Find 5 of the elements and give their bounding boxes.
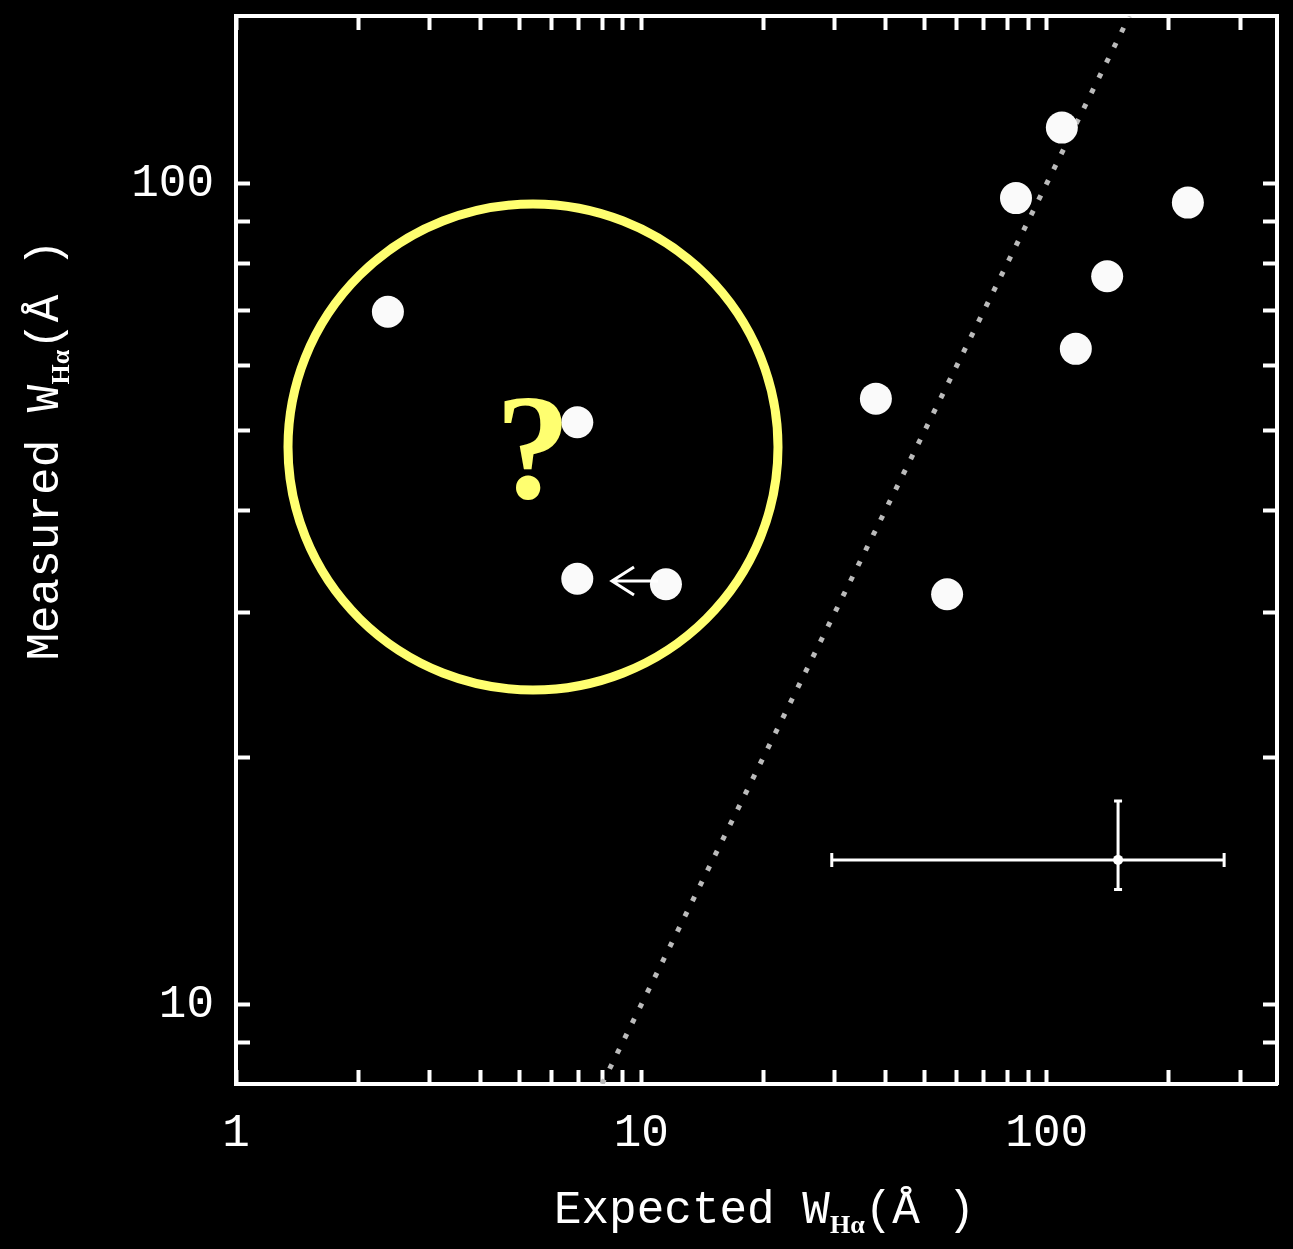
annotation: ? — [495, 363, 571, 532]
x-tick-label: 100 — [1005, 1107, 1089, 1160]
x-tick-label: 10 — [613, 1107, 669, 1160]
x-tick-label: 1 — [222, 1107, 250, 1160]
x-axis-title: Expected W$_{Hα}$(Å ) — [552, 1185, 977, 1241]
